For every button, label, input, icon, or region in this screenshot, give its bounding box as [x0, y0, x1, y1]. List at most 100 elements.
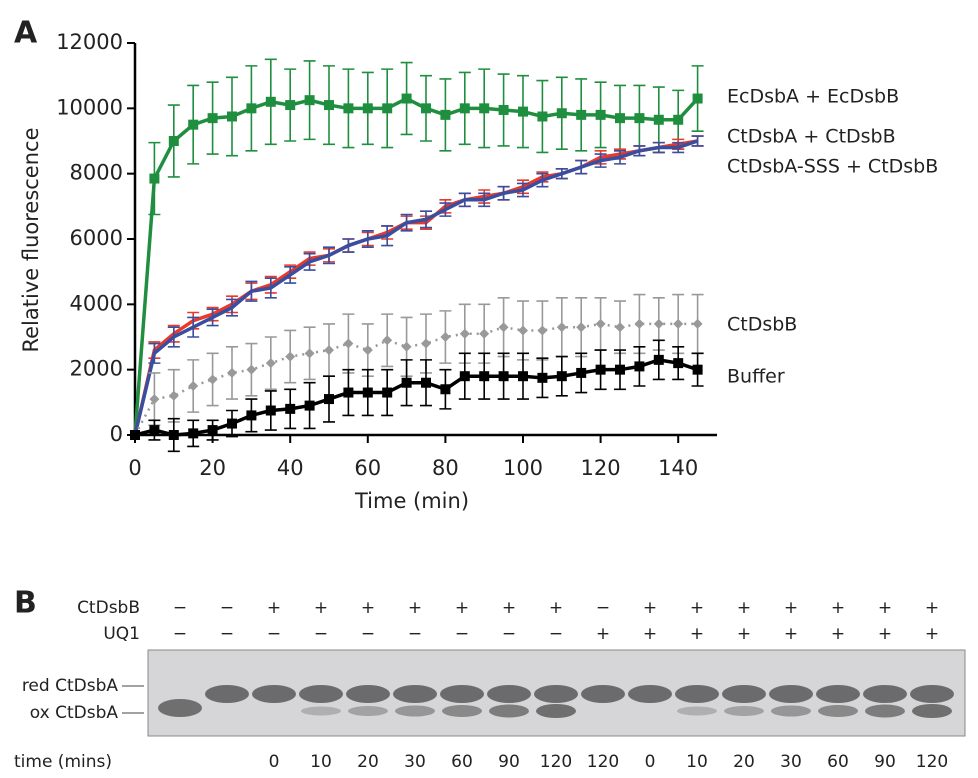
marker — [130, 430, 140, 440]
marker — [692, 93, 703, 104]
sign: + — [361, 598, 375, 618]
y-axis-label: Relative fluorescence — [19, 127, 43, 352]
band — [487, 685, 531, 703]
marker — [401, 377, 412, 388]
time: 30 — [780, 752, 802, 772]
marker — [498, 371, 509, 382]
marker — [479, 328, 490, 339]
marker — [246, 410, 257, 421]
time: 60 — [827, 752, 849, 772]
panel-label: B — [14, 586, 37, 621]
marker — [168, 136, 179, 146]
marker — [576, 322, 587, 333]
marker — [227, 111, 237, 122]
band — [910, 685, 954, 703]
panel-label: A — [14, 16, 38, 51]
time-label: time (mins) — [14, 752, 112, 772]
marker — [595, 109, 606, 120]
y-tick-label: 0 — [110, 422, 123, 446]
marker — [634, 361, 645, 372]
marker — [537, 325, 548, 336]
sign: + — [596, 624, 610, 644]
series-line — [133, 139, 698, 436]
marker — [673, 114, 684, 125]
marker — [285, 100, 296, 111]
sign: − — [314, 624, 328, 644]
band — [816, 685, 860, 703]
time: 10 — [310, 752, 332, 772]
y-tick-label: 6000 — [70, 226, 123, 250]
sign: + — [690, 598, 704, 618]
band-label: ox CtDsbA — [30, 703, 119, 723]
sign: + — [784, 624, 798, 644]
marker — [576, 109, 587, 120]
band — [440, 685, 484, 703]
marker — [246, 103, 257, 114]
sign: + — [831, 624, 845, 644]
marker — [324, 100, 334, 111]
marker — [634, 318, 645, 329]
marker — [304, 400, 315, 411]
marker — [615, 113, 625, 124]
time: 120 — [916, 752, 948, 772]
marker — [207, 425, 218, 436]
x-tick-label: 100 — [503, 456, 543, 480]
marker — [556, 108, 567, 119]
series-label: CtDsbA + CtDsbB — [727, 126, 896, 148]
marker — [149, 425, 160, 436]
band — [348, 706, 388, 716]
band — [863, 685, 907, 703]
marker — [421, 377, 431, 388]
marker — [421, 103, 431, 114]
band — [818, 705, 858, 717]
sign: + — [737, 624, 751, 644]
sign: + — [878, 624, 892, 644]
marker — [479, 371, 490, 382]
time: 120 — [540, 752, 572, 772]
marker — [595, 318, 606, 329]
marker — [653, 354, 664, 365]
band — [722, 685, 766, 703]
x-tick-label: 40 — [277, 456, 304, 480]
marker — [227, 367, 237, 378]
sign: − — [361, 624, 375, 644]
marker — [518, 371, 528, 382]
time: 120 — [587, 752, 619, 772]
series-label: CtDsbA-SSS + CtDsbB — [727, 156, 938, 178]
x-tick-label: 60 — [354, 456, 381, 480]
marker — [168, 390, 179, 401]
band — [675, 685, 719, 703]
sign: − — [596, 598, 610, 618]
band — [442, 705, 482, 717]
time: 90 — [498, 752, 520, 772]
series-line — [133, 322, 698, 436]
marker — [459, 371, 470, 382]
marker — [459, 328, 470, 339]
marker — [304, 95, 315, 106]
marker — [537, 111, 548, 122]
x-tick-label: 80 — [432, 456, 459, 480]
band — [534, 685, 578, 703]
sign: − — [173, 598, 187, 618]
sign: + — [643, 624, 657, 644]
marker — [459, 103, 470, 114]
time: 20 — [357, 752, 379, 772]
marker — [556, 371, 567, 382]
row-label: UQ1 — [103, 624, 140, 644]
marker — [362, 345, 373, 356]
marker — [382, 335, 393, 346]
series-line — [134, 358, 699, 437]
sign: − — [173, 624, 187, 644]
marker — [227, 418, 237, 429]
marker — [692, 364, 703, 375]
marker — [304, 348, 315, 359]
sign: − — [220, 624, 234, 644]
band — [771, 705, 811, 717]
sign: + — [643, 598, 657, 618]
sign: + — [549, 598, 563, 618]
y-tick-label: 4000 — [70, 291, 123, 315]
marker — [246, 364, 257, 375]
sign: + — [690, 624, 704, 644]
marker — [168, 430, 179, 440]
marker — [343, 387, 354, 398]
